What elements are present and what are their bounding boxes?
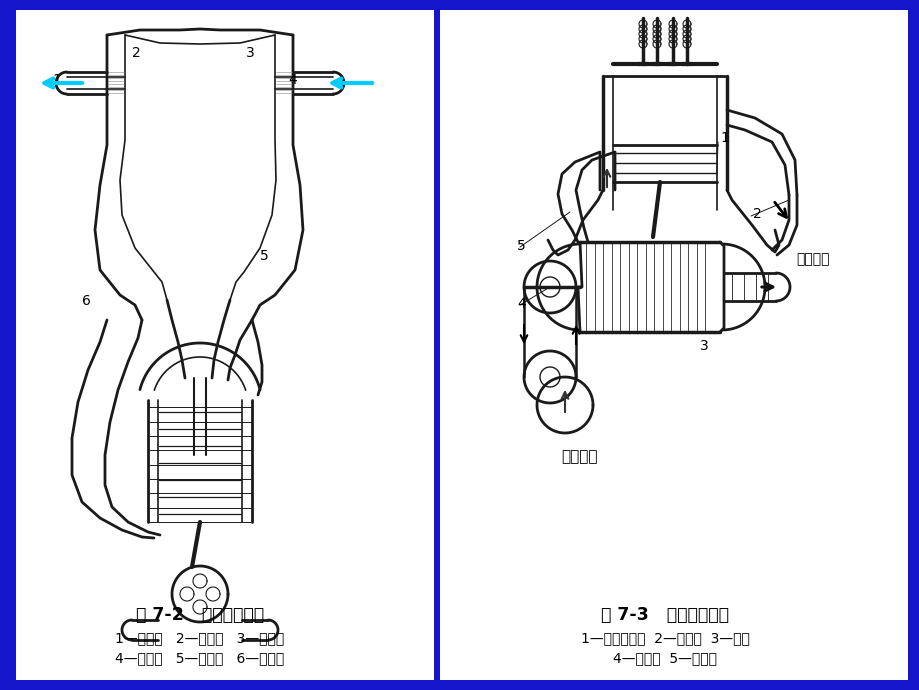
Text: 图 7-2   涡轮增压示意: 图 7-2 涡轮增压示意 [136,606,264,624]
Text: 1: 1 [720,131,728,145]
Text: 图 7-3   气波增压示意: 图 7-3 气波增压示意 [600,606,728,624]
Text: 3: 3 [699,339,708,353]
FancyBboxPatch shape [439,10,907,680]
Text: 1—发动机活塞  2—排气管  3—转子: 1—发动机活塞 2—排气管 3—转子 [580,631,749,645]
Text: 4: 4 [288,73,297,87]
Text: 4—进气口   5—进气管   6—排气管: 4—进气口 5—进气管 6—排气管 [115,651,284,665]
Text: 2: 2 [131,46,141,60]
Text: 6: 6 [82,294,91,308]
Text: 4—传动带  5—进气管: 4—传动带 5—进气管 [612,651,716,665]
Text: 4: 4 [516,297,525,311]
Text: 废气出口: 废气出口 [795,252,829,266]
Text: 空气进口: 空气进口 [562,449,597,464]
Text: 1: 1 [52,73,61,87]
Text: 3: 3 [245,46,255,60]
Text: 5: 5 [260,249,268,263]
Text: 2: 2 [752,207,761,221]
Text: 1—排气口   2—涡轮机   3—压气机: 1—排气口 2—涡轮机 3—压气机 [115,631,284,645]
Text: 5: 5 [516,239,525,253]
FancyBboxPatch shape [16,10,434,680]
